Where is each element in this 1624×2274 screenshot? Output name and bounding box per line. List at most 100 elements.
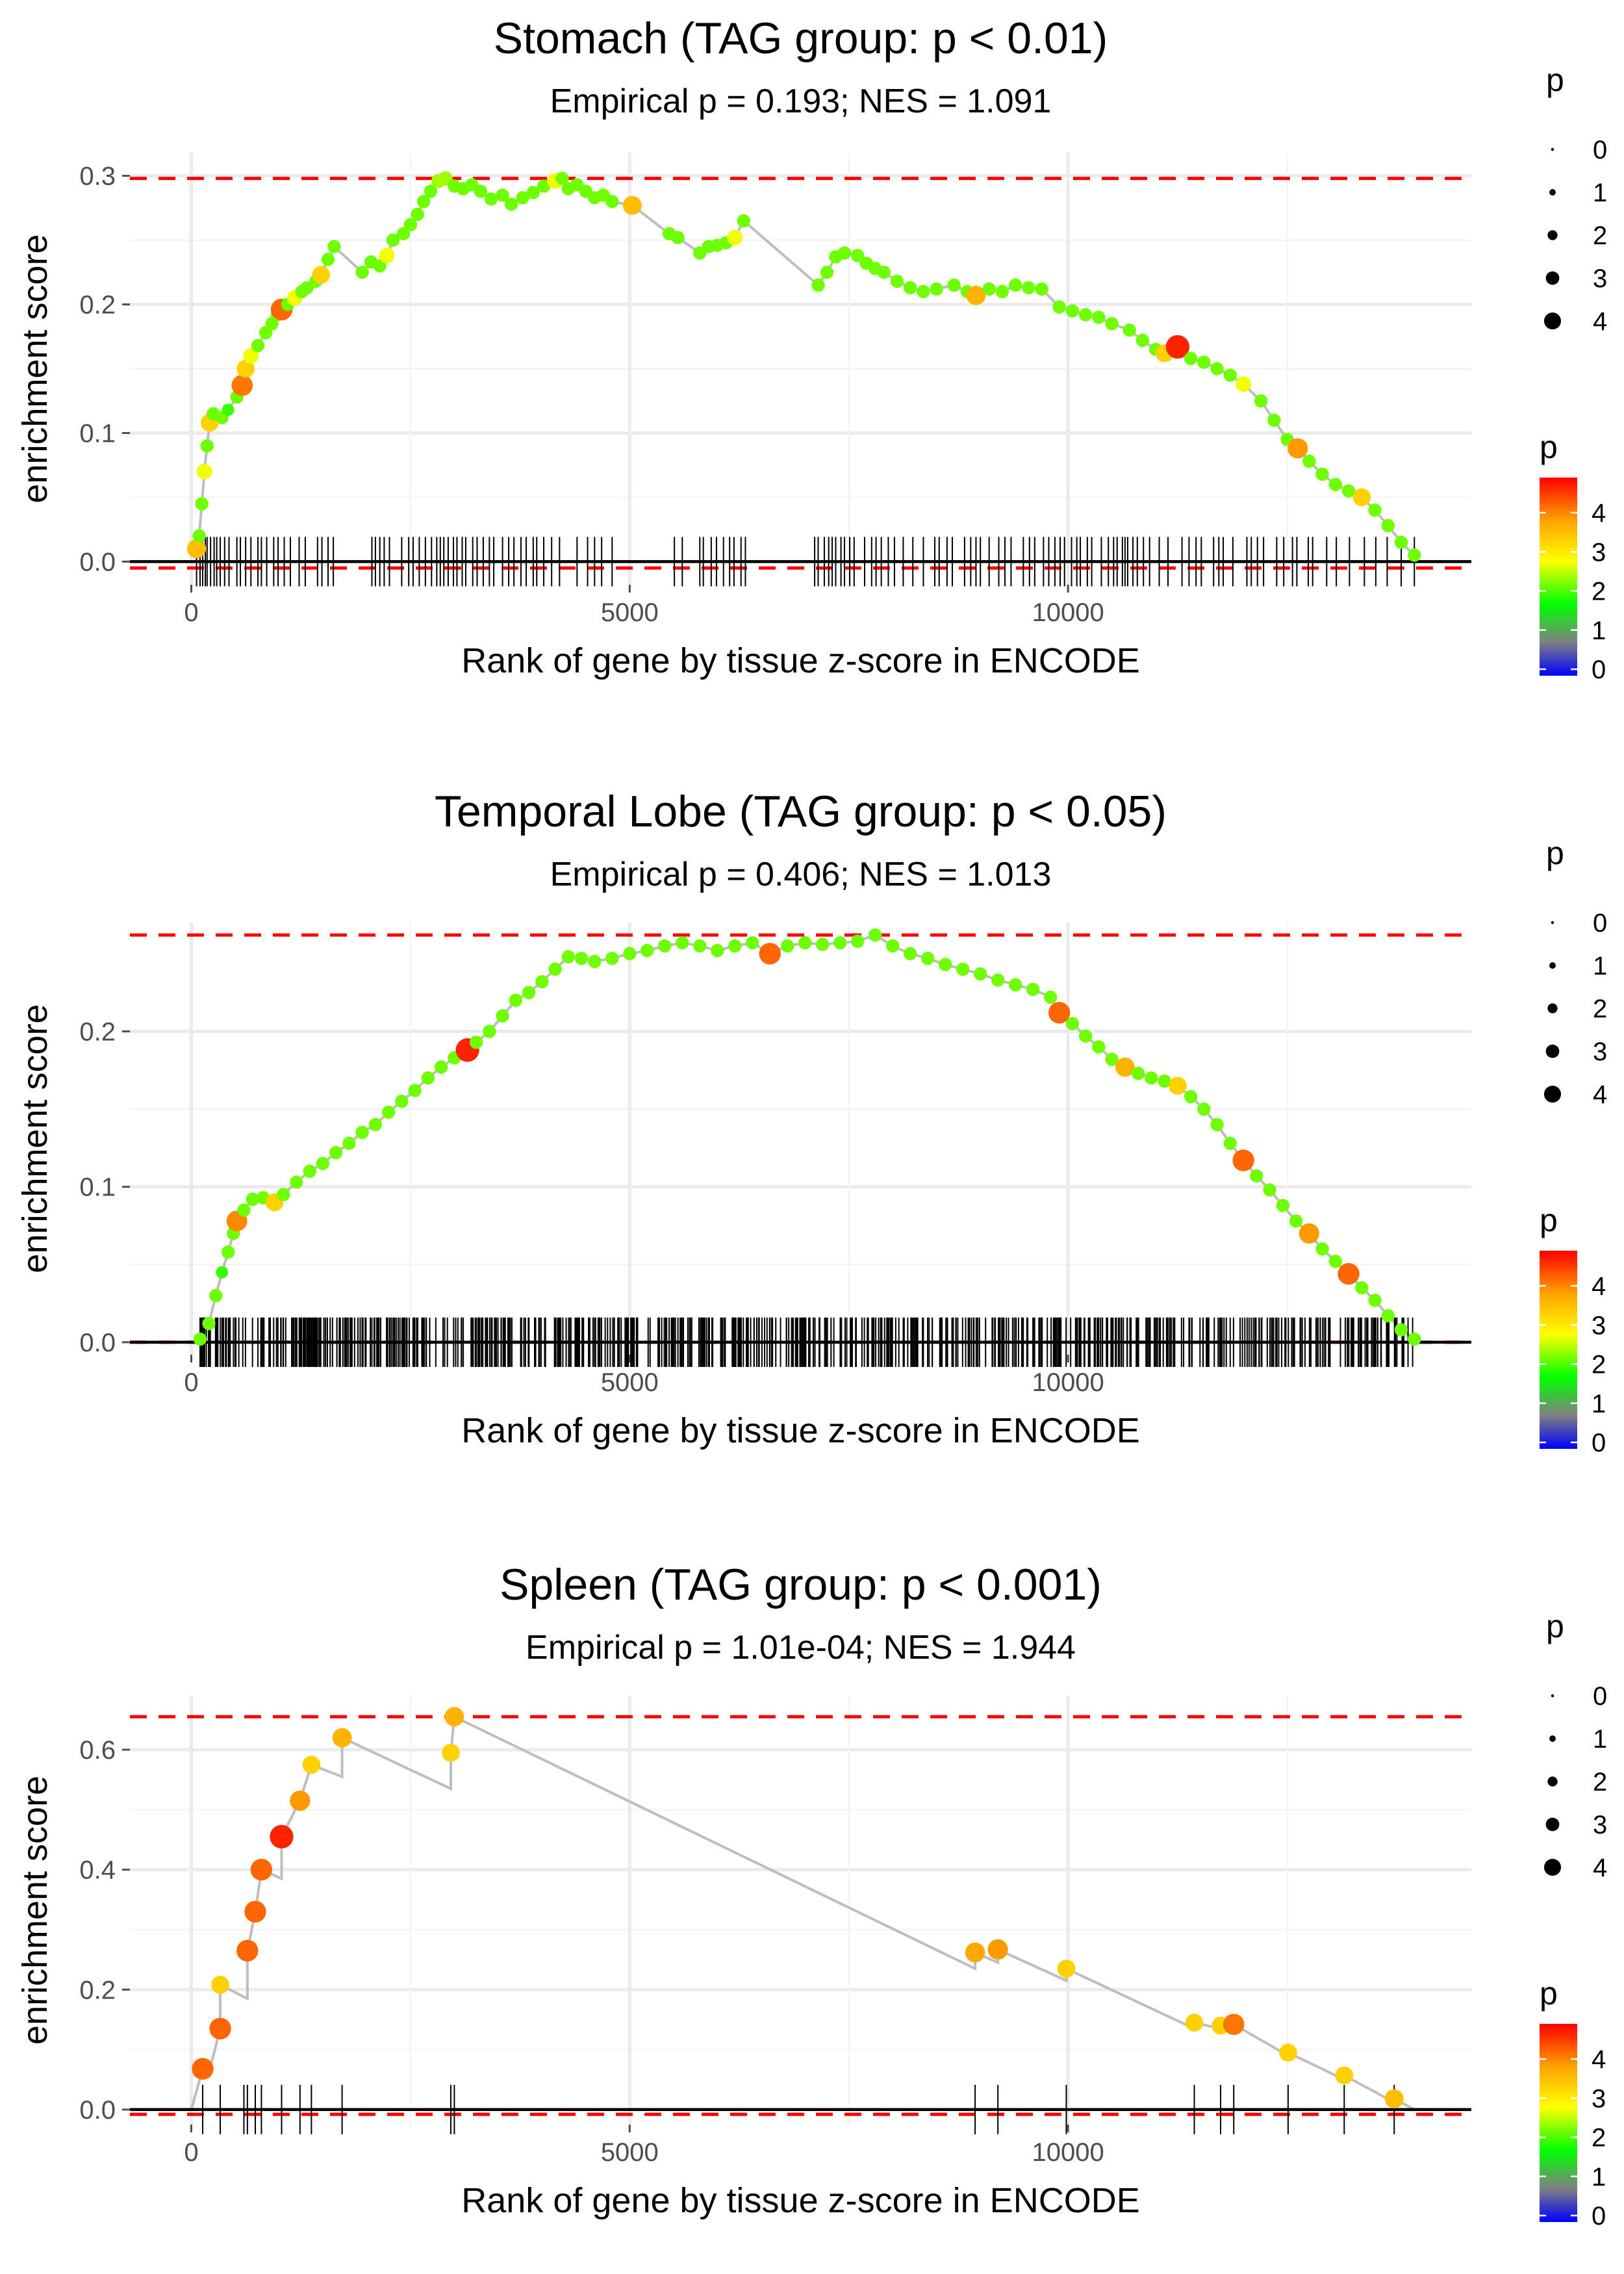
size-legend-label: 3	[1593, 1038, 1607, 1066]
es-point	[1065, 1017, 1080, 1030]
es-point	[727, 229, 743, 246]
es-point	[938, 958, 952, 971]
size-legend-key	[1543, 1085, 1562, 1103]
es-point	[209, 1288, 223, 1303]
es-point	[1210, 362, 1224, 376]
x-tick-label: 5000	[601, 598, 659, 627]
es-point	[851, 249, 865, 262]
y-tick-label: 0.1	[79, 1173, 116, 1202]
y-axis-label: enrichment score	[16, 234, 55, 503]
colorbar	[1540, 478, 1577, 676]
es-point	[496, 188, 509, 202]
y-axis-label: enrichment score	[16, 1004, 55, 1273]
es-point	[1384, 2089, 1404, 2108]
es-point	[355, 265, 369, 279]
es-point	[1008, 978, 1022, 991]
panel-temporal-lobe: Temporal Lobe (TAG group: p < 0.05) Empir…	[16, 787, 1607, 1457]
chart-title: Stomach (TAG group: p < 0.01)	[494, 14, 1108, 63]
size-legend-key	[1545, 271, 1560, 285]
es-point	[877, 265, 891, 279]
size-legend-label: 1	[1593, 1725, 1607, 1754]
es-point	[1165, 335, 1189, 359]
es-point	[816, 938, 830, 951]
es-point	[251, 339, 265, 353]
es-point	[1236, 376, 1252, 392]
es-point	[1145, 1071, 1158, 1085]
y-tick-label: 0.4	[79, 1856, 116, 1885]
y-axis-label: enrichment score	[16, 1776, 55, 2045]
es-point	[484, 192, 498, 206]
size-legend-key	[1545, 1817, 1560, 1832]
es-point	[1123, 323, 1136, 337]
es-point	[555, 172, 569, 185]
x-tick-label: 0	[184, 2138, 198, 2167]
es-point	[904, 947, 917, 961]
size-legend-label: 2	[1593, 1768, 1607, 1796]
es-point	[1254, 394, 1268, 408]
es-point	[1078, 308, 1093, 322]
es-point	[444, 1707, 464, 1727]
es-point	[192, 529, 206, 543]
size-legend-key	[1549, 189, 1556, 196]
color-legend-label: 4	[1592, 1272, 1606, 1301]
es-point	[1136, 333, 1150, 348]
es-point	[1197, 355, 1211, 369]
es-point	[1276, 1199, 1290, 1212]
es-point	[869, 928, 882, 942]
size-legend: p 0 1 2 3 4	[1543, 1608, 1607, 1882]
es-point	[711, 943, 724, 958]
es-point	[671, 231, 685, 244]
chart-title: Temporal Lobe (TAG group: p < 0.05)	[435, 787, 1167, 836]
es-point	[917, 285, 930, 298]
size-legend-key	[1549, 962, 1556, 969]
es-point	[820, 265, 834, 279]
es-point	[202, 1316, 216, 1331]
es-point	[622, 196, 642, 215]
color-legend-label: 1	[1592, 617, 1606, 645]
y-tick-label: 0.2	[79, 291, 116, 320]
es-point	[193, 1332, 207, 1346]
es-point	[1223, 368, 1237, 382]
running-es-line	[190, 1715, 1415, 2111]
size-legend-label: 1	[1593, 952, 1607, 980]
es-point	[1092, 1040, 1106, 1054]
es-point	[1223, 2013, 1245, 2036]
y-tick-label: 0.0	[79, 548, 116, 576]
x-tick-label: 10000	[1032, 2138, 1104, 2167]
es-point	[355, 1125, 369, 1140]
color-legend-label: 2	[1592, 1351, 1606, 1379]
es-point	[746, 936, 759, 950]
es-point	[728, 939, 742, 953]
x-axis-label: Rank of gene by tissue z-score in ENCODE	[461, 2181, 1139, 2220]
es-point	[1105, 317, 1119, 331]
x-axis-label: Rank of gene by tissue z-score in ENCODE	[461, 1411, 1139, 1450]
es-point	[1250, 1169, 1263, 1183]
size-legend-label: 2	[1593, 995, 1607, 1023]
color-legend-label: 3	[1592, 2084, 1606, 2113]
color-legend-label: 4	[1592, 499, 1606, 528]
es-point	[1408, 1332, 1421, 1346]
size-legend-key	[1543, 312, 1562, 330]
es-point	[1115, 1057, 1135, 1077]
es-point	[411, 207, 424, 222]
chart-title: Spleen (TAG group: p < 0.001)	[500, 1560, 1102, 1609]
y-tick-label: 0.0	[79, 1329, 116, 1357]
es-point	[1368, 1294, 1382, 1307]
es-point	[930, 282, 943, 296]
color-legend-label: 1	[1592, 2163, 1606, 2191]
es-point	[1315, 1242, 1329, 1256]
color-legend-label: 0	[1592, 2202, 1606, 2230]
size-legend-key	[1547, 1003, 1558, 1014]
es-point	[483, 1025, 496, 1038]
size-legend-key	[1549, 1735, 1556, 1742]
es-point	[469, 1035, 483, 1049]
es-point	[290, 1790, 311, 1811]
size-legend-key	[1551, 1694, 1554, 1698]
es-point	[516, 191, 529, 205]
es-point	[312, 266, 331, 284]
es-point	[641, 943, 654, 958]
es-point	[327, 240, 341, 253]
es-point	[548, 962, 562, 976]
size-legend-key	[1547, 230, 1558, 240]
es-point	[947, 278, 961, 292]
